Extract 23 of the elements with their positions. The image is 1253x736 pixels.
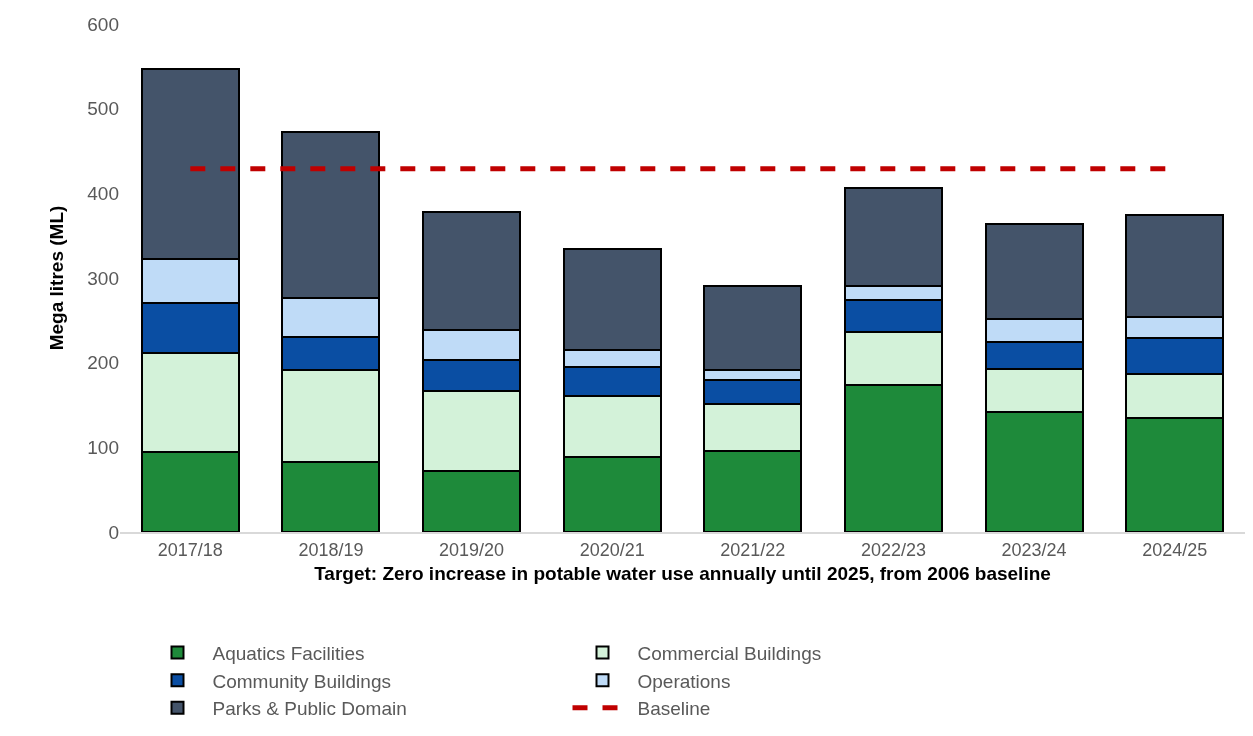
x-tick-label: 2020/21	[579, 539, 645, 560]
legend-label: Commercial Buildings	[637, 642, 822, 664]
x-tick-label: 2023/24	[1001, 539, 1067, 560]
y-tick-label: 500	[87, 98, 119, 120]
legend-label: Aquatics Facilities	[212, 642, 365, 664]
x-axis-title: Target: Zero increase in potable water use annually until 2025, from 2006 baseline	[314, 562, 1051, 584]
y-tick-label: 400	[87, 182, 119, 204]
legend-label: Operations	[637, 670, 731, 692]
y-axis-title: Mega litres (ML)	[46, 205, 68, 351]
x-tick-label: 2022/23	[860, 539, 926, 560]
legend-label: Parks & Public Domain	[212, 698, 407, 720]
y-tick-label: 600	[87, 13, 119, 35]
legend-label: Baseline	[637, 698, 711, 720]
x-tick-label: 2019/20	[439, 539, 505, 560]
x-tick-label: 2018/19	[298, 539, 364, 560]
y-tick-label: 300	[87, 267, 119, 289]
legend-label: Community Buildings	[212, 670, 391, 692]
x-tick-label: 2021/22	[720, 539, 786, 560]
x-tick-label: 2017/18	[157, 539, 223, 560]
y-tick-label: 0	[108, 521, 119, 543]
x-tick-label: 2024/25	[1142, 539, 1208, 560]
y-tick-label: 100	[87, 436, 119, 458]
y-tick-label: 200	[87, 352, 119, 374]
